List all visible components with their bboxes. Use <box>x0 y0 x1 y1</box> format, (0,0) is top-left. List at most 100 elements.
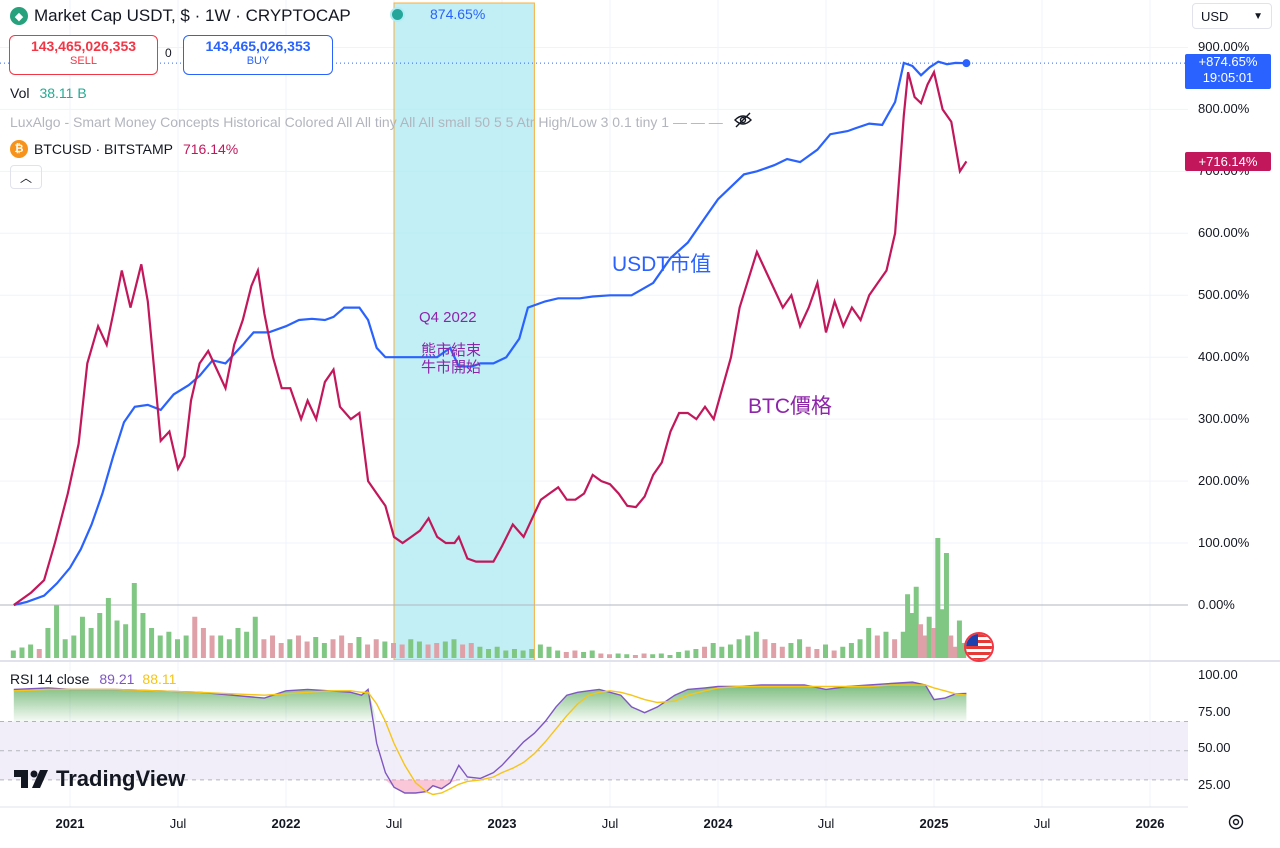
btc-price-tag: +716.14% <box>1185 152 1271 171</box>
volume-bar <box>36 649 42 658</box>
legend-indicator-row[interactable]: LuxAlgo - Smart Money Concepts Historica… <box>10 112 753 131</box>
volume-bar <box>719 646 725 658</box>
y-tick-label: 200.00% <box>1198 473 1250 489</box>
volume-bar <box>166 631 172 658</box>
volume-bar <box>710 643 716 658</box>
legend-compare-row[interactable]: ₿ BTCUSD · BITSTAMP 716.14% <box>10 140 238 158</box>
btc-label-annotation[interactable]: BTC價格 <box>748 395 832 418</box>
volume-bar <box>922 635 928 658</box>
volume-bar <box>581 652 587 658</box>
sell-button[interactable]: 143,465,026,353 SELL <box>9 35 158 75</box>
volume-bar <box>771 643 777 658</box>
currency-select[interactable]: USD ▼ <box>1192 3 1272 29</box>
volume-bar <box>762 639 768 658</box>
volume-bar <box>641 653 647 658</box>
chart-title[interactable]: Market Cap USDT, $ · 1W · CRYPTOCAP <box>34 6 351 25</box>
volume-bar <box>943 553 949 658</box>
volume-bar <box>598 653 604 658</box>
volume-bar <box>503 650 509 658</box>
buy-label: BUY <box>246 55 270 67</box>
usdt-label-annotation[interactable]: USDT市值 <box>612 253 712 276</box>
volume-bar <box>425 644 431 658</box>
rsi-tick-75: 75.00 <box>1198 704 1231 719</box>
indicator-text: LuxAlgo - Smart Money Concepts Historica… <box>10 113 723 130</box>
volume-bar <box>295 635 301 658</box>
y-tick-label: 100.00% <box>1198 535 1250 551</box>
x-tick-label: 2022 <box>271 816 301 831</box>
settings-gear-icon[interactable] <box>1226 812 1246 832</box>
legend-title-row[interactable]: ◆ Market Cap USDT, $ · 1W · CRYPTOCAP <box>10 6 351 26</box>
eye-off-icon[interactable] <box>733 112 753 131</box>
volume-bar <box>252 616 258 658</box>
rsi-ma-line <box>13 684 967 796</box>
volume-bar <box>961 643 967 658</box>
volume-bar <box>123 624 129 658</box>
volume-bar <box>494 646 500 658</box>
btc-tag-value: +716.14% <box>1198 154 1258 169</box>
volume-bar <box>589 650 595 658</box>
rsi-pane <box>0 682 1188 793</box>
dot-icon <box>390 6 405 22</box>
rsi-legend[interactable]: RSI 14 close 89.21 88.11 <box>6 671 181 687</box>
rsi-tick-50: 50.00 <box>1198 740 1231 755</box>
tether-icon: ◆ <box>10 7 28 25</box>
bear-end-annotation[interactable]: 熊市結束 <box>421 342 482 359</box>
volume-bar <box>546 646 552 658</box>
volume-bar <box>54 605 60 658</box>
x-tick-label: Jul <box>385 816 403 831</box>
chevron-up-icon: ︿ <box>19 170 32 185</box>
highlight-value: 874.65% <box>430 6 486 22</box>
volume-bar <box>905 594 911 658</box>
bull-start-annotation[interactable]: 牛市開始 <box>421 359 482 376</box>
volume-bar <box>347 643 353 658</box>
spread-value: 0 <box>165 46 172 60</box>
rsi-value: 89.21 <box>99 671 135 687</box>
volume-bar <box>658 653 664 658</box>
volume-bar <box>200 628 206 658</box>
volume-bar <box>615 653 621 658</box>
volume-bar <box>373 639 379 658</box>
volume-bar <box>805 646 811 658</box>
tradingview-logo[interactable]: TradingView <box>14 766 185 792</box>
volume-bar <box>486 649 492 658</box>
volume-bar <box>952 646 958 658</box>
volume-bar <box>511 649 517 658</box>
volume-bar <box>468 643 474 658</box>
volume-bar <box>693 649 699 658</box>
y-tick-label: 800.00% <box>1198 101 1250 117</box>
x-tick-label: Jul <box>601 816 619 831</box>
volume-bar <box>563 652 569 658</box>
rsi-overbought-fill <box>13 682 967 722</box>
x-tick-label: 2021 <box>55 816 85 831</box>
buy-button[interactable]: 143,465,026,353 BUY <box>183 35 333 75</box>
volume-bar <box>28 644 34 658</box>
volume-bar <box>607 654 612 658</box>
volume-bar <box>702 646 708 658</box>
rsi-tick-100: 100.00 <box>1198 667 1238 682</box>
sell-label: SELL <box>70 55 97 67</box>
x-tick-label: Jul <box>817 816 835 831</box>
volume-bar <box>788 643 794 658</box>
period-annotation[interactable]: Q4 2022 <box>419 309 477 326</box>
currency-value: USD <box>1201 8 1229 24</box>
chevron-down-icon: ▼ <box>1253 10 1263 22</box>
volume-bar <box>814 649 820 658</box>
volume-bar <box>10 650 16 658</box>
us-flag-icon[interactable] <box>964 632 994 662</box>
volume-bar <box>926 616 932 658</box>
buy-price: 143,465,026,353 <box>205 38 311 54</box>
volume-bar <box>684 650 690 658</box>
volume-bar <box>157 635 163 658</box>
bitcoin-icon: ₿ <box>10 140 28 158</box>
compare-symbol: BTCUSD · BITSTAMP <box>34 141 173 157</box>
volume-bar <box>175 639 180 658</box>
volume-bar <box>667 655 673 658</box>
volume-bar <box>244 631 250 658</box>
x-tick-label: Jul <box>1033 816 1051 831</box>
volume-bar <box>451 639 457 658</box>
legend-volume-row[interactable]: Vol 38.11 B <box>10 85 87 101</box>
collapse-legend-button[interactable]: ︿ <box>10 165 42 189</box>
volume-bar <box>365 644 371 658</box>
volume-bar <box>183 635 189 658</box>
